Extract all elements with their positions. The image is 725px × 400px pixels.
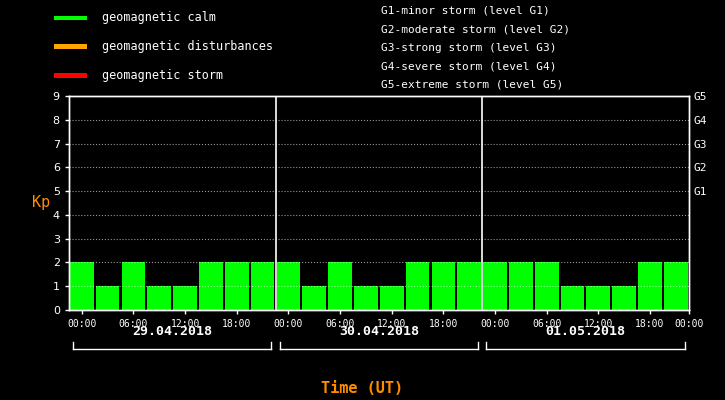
Bar [173,286,197,310]
Text: geomagnetic calm: geomagnetic calm [102,12,215,24]
Bar [483,262,507,310]
Bar [70,262,94,310]
Text: geomagnetic disturbances: geomagnetic disturbances [102,40,273,53]
Bar [457,262,481,310]
Bar [380,286,404,310]
Text: 30.04.2018: 30.04.2018 [339,325,419,338]
Y-axis label: Kp: Kp [33,196,51,210]
Text: G1-minor storm (level G1): G1-minor storm (level G1) [381,6,550,16]
Text: G3-strong storm (level G3): G3-strong storm (level G3) [381,43,556,53]
Bar [54,73,87,78]
Bar [225,262,249,310]
Bar [328,262,352,310]
Bar [638,262,662,310]
Bar [199,262,223,310]
Bar [96,286,120,310]
Text: 01.05.2018: 01.05.2018 [545,325,626,338]
Text: G4-severe storm (level G4): G4-severe storm (level G4) [381,61,556,71]
Text: G2-moderate storm (level G2): G2-moderate storm (level G2) [381,24,570,34]
Text: geomagnetic storm: geomagnetic storm [102,69,223,82]
Bar [560,286,584,310]
Bar [509,262,533,310]
Bar [122,262,145,310]
Bar [587,286,610,310]
Bar [535,262,558,310]
Bar [147,286,171,310]
Bar [354,286,378,310]
Text: 29.04.2018: 29.04.2018 [132,325,212,338]
Bar [406,262,429,310]
Bar [276,262,300,310]
Bar [251,262,275,310]
Bar [431,262,455,310]
Bar [54,44,87,49]
Bar [54,16,87,20]
Text: Time (UT): Time (UT) [321,381,404,396]
Bar [302,286,326,310]
Bar [613,286,636,310]
Bar [664,262,688,310]
Text: G5-extreme storm (level G5): G5-extreme storm (level G5) [381,80,563,90]
